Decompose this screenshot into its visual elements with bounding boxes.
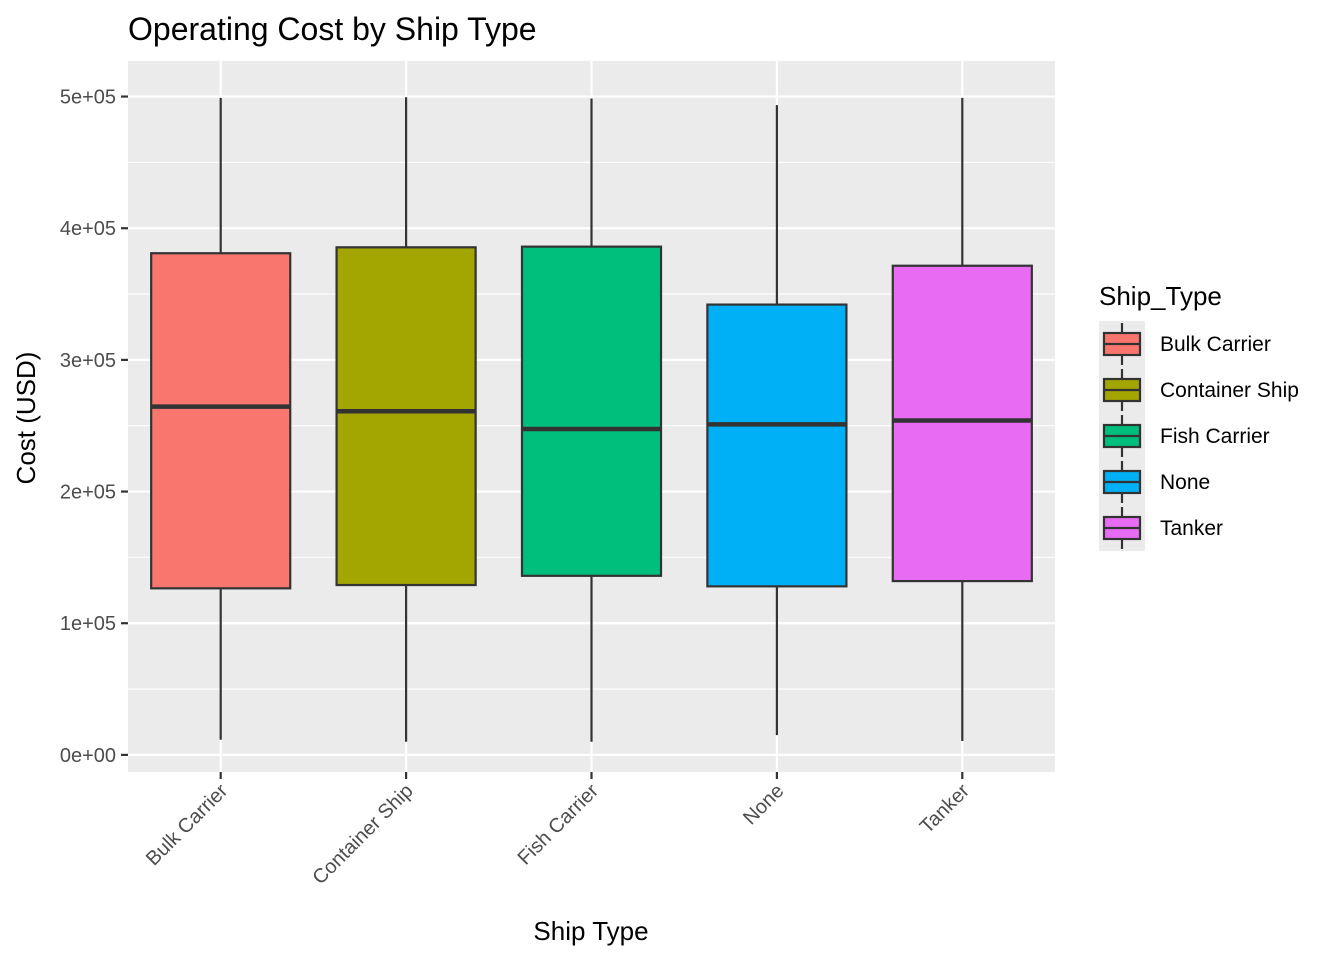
y-tick-label: 3e+05 [60, 350, 116, 372]
box-iqr [520, 245, 663, 577]
x-tick-label: Bulk Carrier [142, 780, 232, 870]
box-iqr [706, 303, 848, 588]
x-tick-label: Fish Carrier [514, 780, 604, 870]
legend-item-tanker: Tanker [1102, 507, 1223, 549]
legend-label: Fish Carrier [1160, 425, 1270, 448]
x-axis-title: Ship Type [533, 916, 648, 946]
box-bulk-carrier [150, 97, 292, 740]
box-none [706, 105, 848, 736]
x-tick-label: None [739, 780, 788, 829]
legend-label: Bulk Carrier [1160, 333, 1271, 356]
legend-item-fish-carrier: Fish Carrier [1102, 415, 1270, 457]
y-tick-label: 0e+00 [60, 745, 116, 767]
boxes [150, 97, 1033, 742]
legend-item-none: None [1102, 461, 1210, 503]
y-tick-label: 1e+05 [60, 613, 116, 635]
x-tick-label: Tanker [916, 780, 974, 838]
y-tick-label: 5e+05 [60, 87, 116, 109]
y-tick-label: 2e+05 [60, 482, 116, 504]
box-iqr [891, 264, 1033, 583]
box-container-ship [335, 97, 477, 742]
legend-label: Tanker [1160, 517, 1223, 540]
y-tick-label: 4e+05 [60, 218, 116, 240]
box-iqr [150, 252, 292, 590]
legend: Ship_Type Bulk Carrier Container Ship Fish… [1099, 281, 1299, 551]
legend-label: None [1160, 471, 1210, 494]
legend-item-bulk-carrier: Bulk Carrier [1102, 323, 1271, 365]
chart-title: Operating Cost by Ship Type [128, 11, 537, 47]
x-tick-label: Container Ship [309, 780, 418, 889]
box-fish-carrier [520, 98, 663, 742]
box-tanker [891, 97, 1033, 742]
legend-item-container-ship: Container Ship [1102, 369, 1299, 411]
y-axis-title: Cost (USD) [11, 352, 41, 485]
box-iqr [335, 246, 477, 587]
legend-label: Container Ship [1160, 379, 1299, 402]
legend-title: Ship_Type [1099, 281, 1222, 311]
